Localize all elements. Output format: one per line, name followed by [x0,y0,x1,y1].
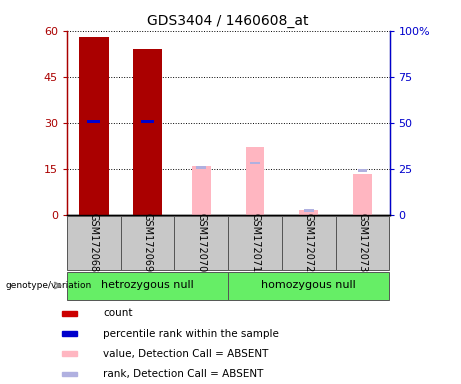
Text: GSM172072: GSM172072 [304,213,314,273]
Text: value, Detection Call = ABSENT: value, Detection Call = ABSENT [103,349,268,359]
Bar [228,215,282,270]
Text: GSM172069: GSM172069 [142,214,153,272]
Bar [228,272,390,300]
Bar [62,351,77,356]
Bar [67,215,121,270]
Bar [282,215,336,270]
Bar [62,331,77,336]
Bar [67,272,228,300]
Text: hetrozygous null: hetrozygous null [101,280,194,290]
Bar [79,37,108,215]
Bar [250,162,260,164]
Bar [304,209,313,212]
Text: genotype/variation: genotype/variation [6,281,92,290]
Bar [62,371,77,376]
Text: GSM172071: GSM172071 [250,213,260,273]
Text: GSM172070: GSM172070 [196,213,207,273]
Bar [336,215,390,270]
Bar [192,166,211,215]
Bar [87,120,100,122]
Text: count: count [103,308,132,318]
Bar [141,120,154,122]
Bar [358,169,367,172]
Text: homozygous null: homozygous null [261,280,356,290]
Bar [246,147,265,215]
Bar [300,210,318,215]
Text: percentile rank within the sample: percentile rank within the sample [103,329,279,339]
Title: GDS3404 / 1460608_at: GDS3404 / 1460608_at [148,14,309,28]
Bar [196,166,206,169]
Bar [133,49,162,215]
Bar [62,311,77,316]
Bar [174,215,228,270]
Bar [353,174,372,215]
Bar [121,215,174,270]
Text: GSM172073: GSM172073 [358,213,368,273]
Text: GSM172068: GSM172068 [89,214,99,272]
Text: rank, Detection Call = ABSENT: rank, Detection Call = ABSENT [103,369,263,379]
